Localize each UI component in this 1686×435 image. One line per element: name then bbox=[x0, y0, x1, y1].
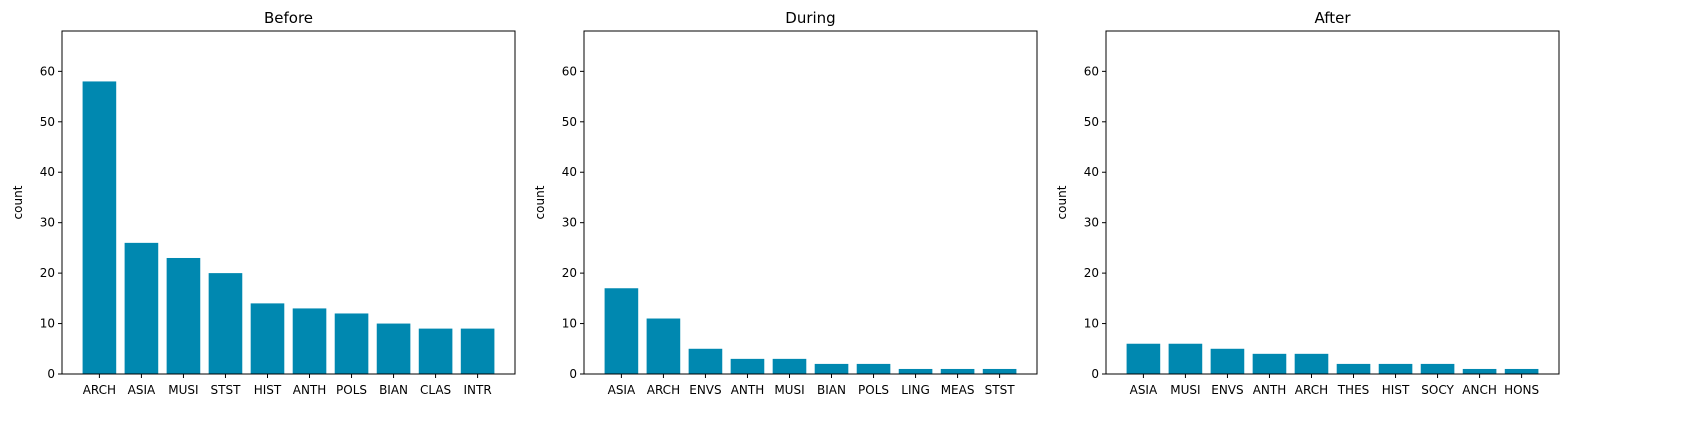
y-tick-label: 60 bbox=[40, 64, 55, 78]
x-tick-label: ASIA bbox=[1130, 383, 1158, 397]
x-tick-label: ANTH bbox=[731, 383, 765, 397]
chart-title: After bbox=[1314, 9, 1351, 27]
y-tick-label: 50 bbox=[1084, 115, 1099, 129]
x-tick-label: BIAN bbox=[817, 383, 846, 397]
x-tick-label: ARCH bbox=[1295, 383, 1328, 397]
bar-envs bbox=[688, 348, 723, 374]
bar-arch bbox=[646, 318, 681, 374]
axes-frame bbox=[583, 30, 1038, 375]
x-tick-label: THES bbox=[1337, 383, 1370, 397]
bar-hist bbox=[250, 303, 285, 374]
x-tick-label: STST bbox=[985, 383, 1016, 397]
x-tick-label: STST bbox=[211, 383, 242, 397]
y-tick-label: 20 bbox=[40, 266, 55, 280]
bar-musi bbox=[166, 257, 201, 374]
x-tick-label: MEAS bbox=[941, 383, 975, 397]
bar-asia bbox=[124, 242, 159, 374]
x-tick-label: ARCH bbox=[83, 383, 116, 397]
bar-stst bbox=[208, 273, 243, 374]
x-tick-label: HONS bbox=[1504, 383, 1539, 397]
bar-stst bbox=[982, 368, 1017, 374]
x-tick-label: MUSI bbox=[1170, 383, 1200, 397]
x-tick-label: ANTH bbox=[293, 383, 327, 397]
x-tick-label: HIST bbox=[254, 383, 282, 397]
x-tick-label: ASIA bbox=[128, 383, 156, 397]
x-tick-label: ANTH bbox=[1253, 383, 1287, 397]
x-tick-label: POLS bbox=[336, 383, 367, 397]
bar-hist bbox=[1378, 363, 1413, 374]
y-axis-label: count bbox=[533, 185, 547, 219]
x-tick-label: ANCH bbox=[1462, 383, 1497, 397]
y-tick-label: 30 bbox=[40, 216, 55, 230]
x-tick-label: INTR bbox=[464, 383, 492, 397]
y-tick-label: 30 bbox=[562, 216, 577, 230]
y-tick-label: 10 bbox=[562, 317, 577, 331]
y-tick-label: 40 bbox=[562, 165, 577, 179]
y-axis-label: count bbox=[11, 185, 25, 219]
chart-title: Before bbox=[264, 9, 313, 27]
bar-pols bbox=[334, 313, 369, 374]
x-tick-label: ENVS bbox=[1211, 383, 1243, 397]
x-tick-label: BIAN bbox=[379, 383, 408, 397]
y-tick-label: 50 bbox=[40, 115, 55, 129]
bar-anch bbox=[1462, 368, 1497, 374]
bar-anth bbox=[730, 358, 765, 374]
x-tick-label: CLAS bbox=[420, 383, 451, 397]
chart-panel-during: ASIA ARCH ENVS ANTH MUSI BIAN POLS LING MEAS STST… bbox=[533, 9, 1038, 397]
y-tick-label: 30 bbox=[1084, 216, 1099, 230]
x-tick-label: ENVS bbox=[689, 383, 721, 397]
bar-envs bbox=[1210, 348, 1245, 374]
bar-clas bbox=[418, 328, 453, 374]
bar-thes bbox=[1336, 363, 1371, 374]
x-tick-label: SOCY bbox=[1421, 383, 1454, 397]
bar-bian bbox=[814, 363, 849, 374]
x-tick-label: ARCH bbox=[647, 383, 680, 397]
y-tick-label: 0 bbox=[47, 367, 55, 381]
y-tick-label: 10 bbox=[40, 317, 55, 331]
bar-asia bbox=[604, 288, 639, 374]
bar-anth bbox=[1252, 353, 1287, 374]
y-tick-label: 60 bbox=[562, 64, 577, 78]
x-tick-label: LING bbox=[901, 383, 930, 397]
x-tick-label: ASIA bbox=[608, 383, 636, 397]
x-tick-label: HIST bbox=[1382, 383, 1410, 397]
bar-socy bbox=[1420, 363, 1455, 374]
x-tick-label: POLS bbox=[858, 383, 889, 397]
x-tick-label: MUSI bbox=[774, 383, 804, 397]
bar-hons bbox=[1504, 368, 1539, 374]
y-tick-label: 20 bbox=[562, 266, 577, 280]
chart-title: During bbox=[785, 9, 835, 27]
bar-asia bbox=[1126, 343, 1161, 374]
y-tick-label: 10 bbox=[1084, 317, 1099, 331]
bar-arch bbox=[1294, 353, 1329, 374]
axes-frame bbox=[1105, 30, 1560, 375]
y-tick-label: 0 bbox=[1091, 367, 1099, 381]
bar-ling bbox=[898, 368, 933, 374]
bar-bian bbox=[376, 323, 411, 374]
chart-panel-after: ASIA MUSI ENVS ANTH ARCH THES HIST SOCY ANCH HONS… bbox=[1055, 9, 1560, 397]
y-tick-label: 40 bbox=[1084, 165, 1099, 179]
bar-anth bbox=[292, 308, 327, 374]
bar-meas bbox=[940, 368, 975, 374]
y-tick-label: 50 bbox=[562, 115, 577, 129]
bar-pols bbox=[856, 363, 891, 374]
bar-arch bbox=[82, 81, 117, 375]
y-axis-label: count bbox=[1055, 185, 1069, 219]
chart-panel-before: ARCH ASIA MUSI STST HIST ANTH POLS BIAN CLAS INTR… bbox=[11, 9, 516, 397]
bar-intr bbox=[460, 328, 495, 374]
y-tick-label: 0 bbox=[569, 367, 577, 381]
y-tick-label: 20 bbox=[1084, 266, 1099, 280]
y-tick-label: 40 bbox=[40, 165, 55, 179]
axes-frame bbox=[61, 30, 516, 375]
bar-musi bbox=[1168, 343, 1203, 374]
x-tick-label: MUSI bbox=[168, 383, 198, 397]
bar-musi bbox=[772, 358, 807, 374]
y-tick-label: 60 bbox=[1084, 64, 1099, 78]
